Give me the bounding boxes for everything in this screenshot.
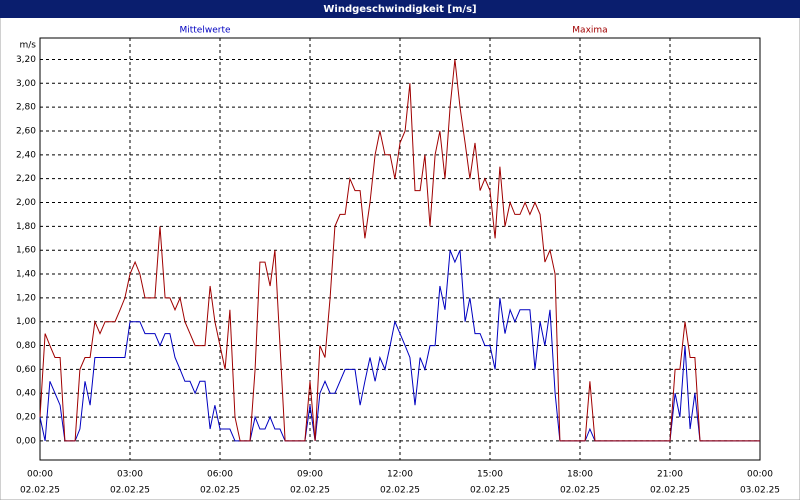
plot-border	[39, 37, 761, 461]
x-tick-date: 02.02.25	[380, 486, 420, 496]
x-tick-date: 02.02.25	[20, 486, 60, 496]
x-tick-date: 02.02.25	[290, 486, 330, 496]
y-tick-label: 1,40	[16, 270, 36, 280]
y-tick-label: 1,80	[16, 222, 36, 232]
y-tick-label: 3,00	[16, 79, 36, 89]
y-tick-label: 2,60	[16, 126, 36, 136]
x-tick-date: 02.02.25	[110, 486, 150, 496]
x-tick-label: 03:00	[117, 470, 143, 480]
chart-title: Windgeschwindigkeit [m/s]	[323, 4, 476, 15]
y-tick-label: 2,00	[16, 198, 36, 208]
y-tick-label: 2,40	[16, 150, 36, 160]
series-line	[39, 59, 760, 442]
x-tick-date: 02.02.25	[200, 486, 240, 496]
y-tick-label: 1,00	[16, 317, 36, 327]
y-tick-label: 0,00	[16, 436, 36, 446]
x-tick-date: 02.02.25	[650, 486, 690, 496]
y-tick-label: 0,80	[16, 341, 36, 351]
y-tick-label: 0,60	[16, 365, 36, 375]
x-tick-label: 00:00	[747, 470, 773, 480]
x-tick-label: 18:00	[567, 470, 593, 480]
y-tick-label: 2,20	[16, 174, 36, 184]
x-tick-date: 03.02.25	[740, 486, 780, 496]
x-tick-label: 21:00	[657, 470, 683, 480]
y-tick-label: 1,20	[16, 293, 36, 303]
x-tick-label: 06:00	[207, 470, 233, 480]
legend-entry: Mittelwerte	[179, 26, 230, 36]
title-bar	[0, 0, 800, 18]
legend-entry: Maxima	[572, 26, 607, 36]
y-unit: m/s	[20, 41, 37, 51]
x-tick-label: 15:00	[477, 470, 503, 480]
x-tick-date: 02.02.25	[470, 486, 510, 496]
x-tick-label: 09:00	[297, 470, 323, 480]
x-tick-label: 12:00	[387, 470, 413, 480]
x-tick-label: 00:00	[27, 470, 53, 480]
y-tick-label: 0,40	[16, 389, 36, 399]
y-tick-label: 2,80	[16, 103, 36, 113]
x-tick-date: 02.02.25	[560, 486, 600, 496]
y-tick-label: 3,20	[16, 55, 36, 65]
y-tick-label: 0,20	[16, 413, 36, 423]
y-tick-label: 1,60	[16, 246, 36, 256]
